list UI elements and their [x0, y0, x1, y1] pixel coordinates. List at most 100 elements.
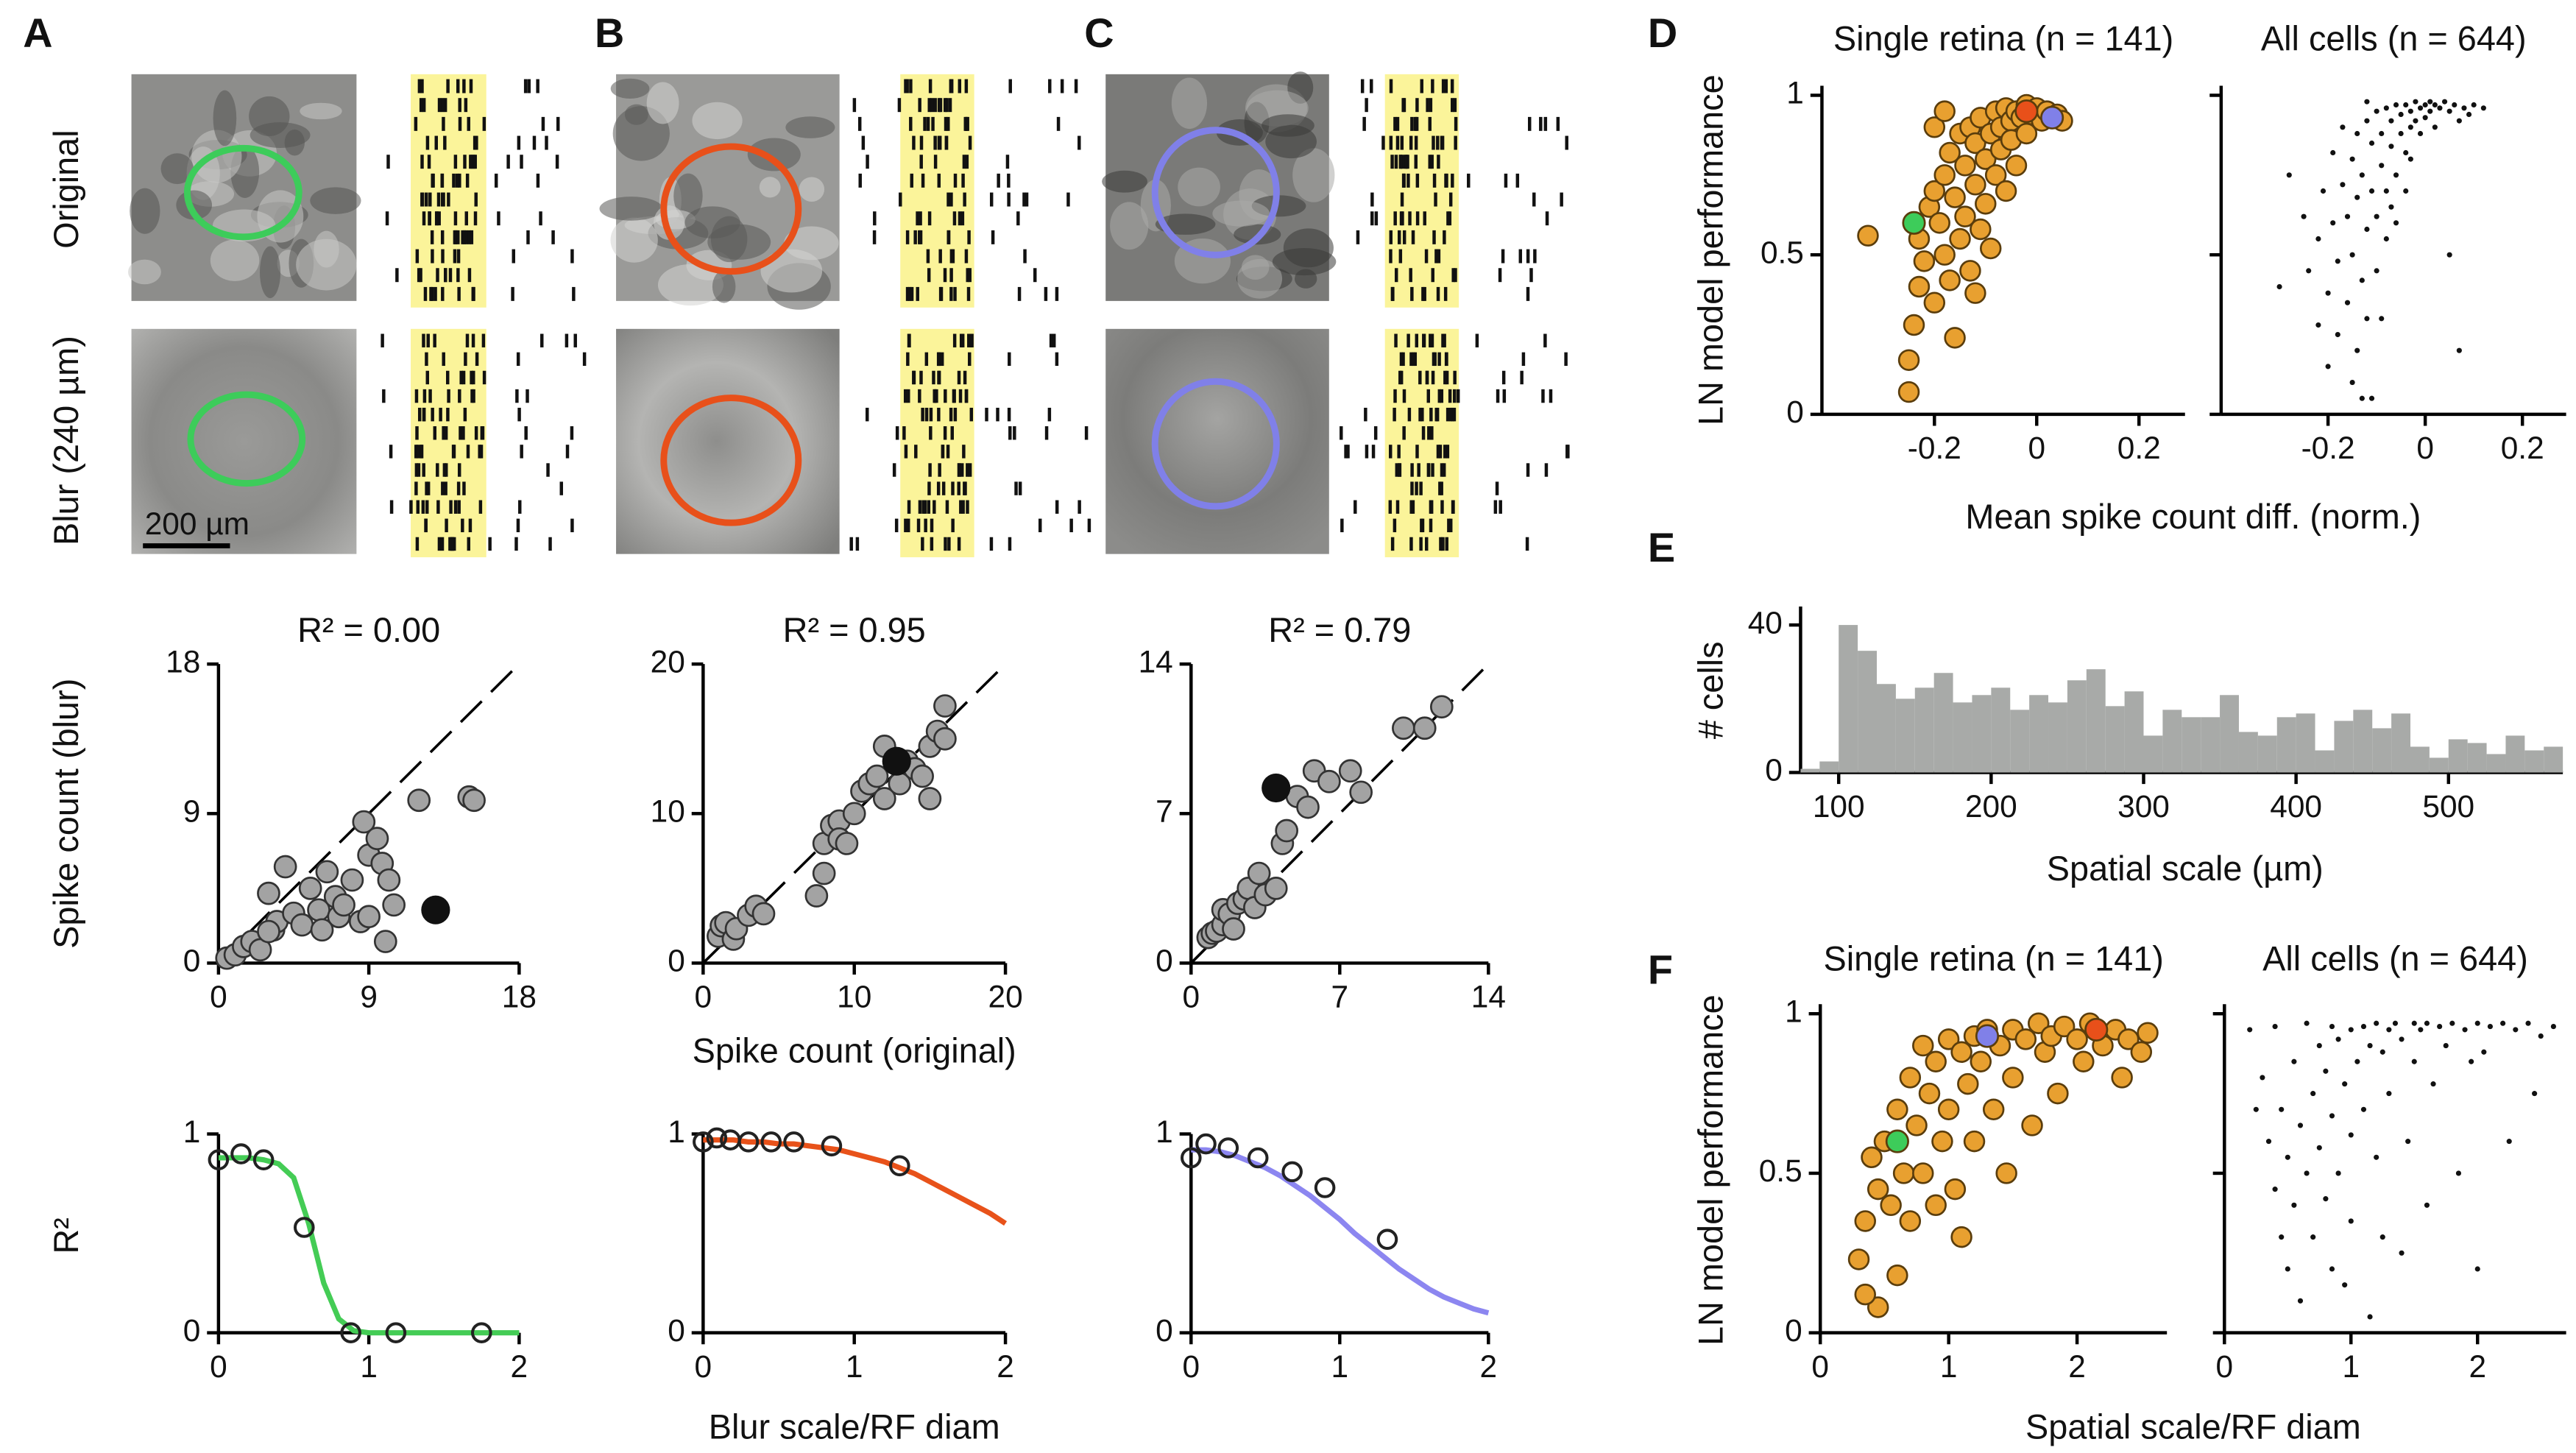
raster-tick: [929, 407, 933, 422]
raster-tick: [1404, 155, 1409, 169]
raster-tick: [941, 481, 946, 495]
raster-tick: [469, 155, 473, 169]
scatter-point: [2456, 347, 2462, 353]
scatter-point: [2417, 130, 2424, 137]
scatter-point: [1925, 1050, 1947, 1072]
data-point: [340, 1322, 361, 1343]
raster-tick: [464, 230, 468, 244]
raster-tick: [1451, 98, 1454, 113]
raster-tick: [1389, 445, 1393, 459]
raster-tick: [425, 370, 430, 385]
raster-tick: [1017, 286, 1022, 301]
raster-tick: [927, 268, 931, 283]
raster-tick: [1393, 407, 1396, 422]
scatter-point: [1928, 212, 1950, 234]
raster-tick: [446, 370, 450, 385]
scatter-point: [2359, 277, 2365, 283]
y-tick-label: 1: [1785, 994, 1802, 1028]
raster-tick: [960, 333, 965, 347]
raster-tick: [466, 445, 470, 459]
scatter-point: [2367, 1314, 2373, 1320]
raster-tick: [1429, 333, 1433, 347]
scatter-point: [1937, 1028, 1960, 1050]
raster-tick: [453, 155, 458, 169]
scatter-point: [2364, 316, 2370, 322]
scatter-point: [2291, 1058, 2297, 1064]
raster-tick: [425, 135, 430, 150]
scatter-point: [273, 855, 297, 879]
scatter-point: [2405, 1139, 2411, 1145]
scatter-point: [2359, 172, 2365, 178]
scatter-point: [910, 764, 934, 788]
raster-tick: [946, 116, 950, 131]
raster-tick: [1437, 249, 1441, 264]
raster-tick: [1060, 79, 1064, 93]
raster-tick: [985, 407, 988, 422]
raster-tick: [913, 230, 917, 244]
texture-blob: [759, 177, 781, 198]
texture-blob: [213, 90, 237, 146]
raster-tick: [931, 116, 935, 131]
scatter-point: [2315, 236, 2321, 242]
scatter-point: [462, 788, 486, 813]
data-point: [706, 1127, 728, 1149]
raster-tick: [1397, 230, 1401, 244]
chart-title: Single retina (n = 141): [1824, 940, 2164, 978]
raster-tick: [924, 352, 929, 367]
raster-tick: [1395, 135, 1400, 150]
raster-tick: [386, 155, 390, 169]
scatter-point: [2374, 1154, 2379, 1160]
raster-tick: [1410, 481, 1414, 495]
raster-tick: [1420, 407, 1424, 422]
raster-tick: [1406, 173, 1410, 188]
scatter-point: [2297, 1298, 2304, 1304]
raster-tick: [966, 268, 969, 283]
raster-tick: [1007, 192, 1011, 207]
raster-tick: [907, 389, 910, 403]
raster-tick: [436, 463, 439, 477]
raster-tick: [1434, 407, 1438, 422]
chart-title: All cells (n = 644): [2261, 20, 2527, 58]
row-label: Blur (240 µm): [47, 336, 85, 545]
raster-tick: [909, 79, 913, 93]
scatter-point: [2374, 108, 2379, 114]
raster-tick: [520, 445, 523, 459]
raster-tick: [456, 79, 460, 93]
histogram-bar: [2372, 728, 2392, 773]
raster-tick: [1410, 286, 1414, 301]
raster-tick: [1526, 249, 1530, 264]
chart: 0 40 100 200 300 400 500 Spatial scale (µm) # ce…: [1692, 605, 2563, 888]
raster-tick: [1411, 230, 1415, 244]
raster-tick: [966, 286, 971, 301]
raster-tick: [420, 79, 424, 93]
scatter-point: [2474, 1266, 2480, 1272]
stimulus-window: [900, 328, 974, 558]
texture-blob: [610, 217, 658, 263]
scatter-point: [2364, 118, 2370, 124]
scatter-point: [2301, 213, 2307, 219]
scatter-point: [421, 895, 450, 925]
y-tick-label: 7: [1156, 794, 1173, 829]
raster-tick: [1413, 352, 1418, 367]
histogram-bar: [1858, 651, 1877, 773]
scatter-point: [2455, 1170, 2462, 1176]
raster-tick: [927, 500, 931, 514]
raster-tick: [1389, 135, 1393, 150]
scatter-point: [1964, 282, 1986, 304]
data-point: [1281, 1161, 1303, 1183]
raster-tick: [470, 370, 473, 385]
raster-tick: [444, 426, 448, 440]
raster-tick: [1346, 445, 1350, 459]
raster-tick: [1400, 192, 1404, 207]
scatter-point: [2354, 347, 2360, 353]
raster-tick: [1393, 116, 1397, 131]
raster-tick: [440, 537, 445, 551]
raster-tick: [919, 211, 922, 226]
raster-tick: [1394, 268, 1398, 283]
raster-tick: [420, 192, 425, 207]
y-tick-label: 0: [668, 1313, 685, 1348]
stimulus-window: [411, 74, 486, 308]
raster-tick: [941, 445, 945, 459]
scatter-point: [2002, 1067, 2024, 1089]
raster-tick: [930, 537, 934, 551]
